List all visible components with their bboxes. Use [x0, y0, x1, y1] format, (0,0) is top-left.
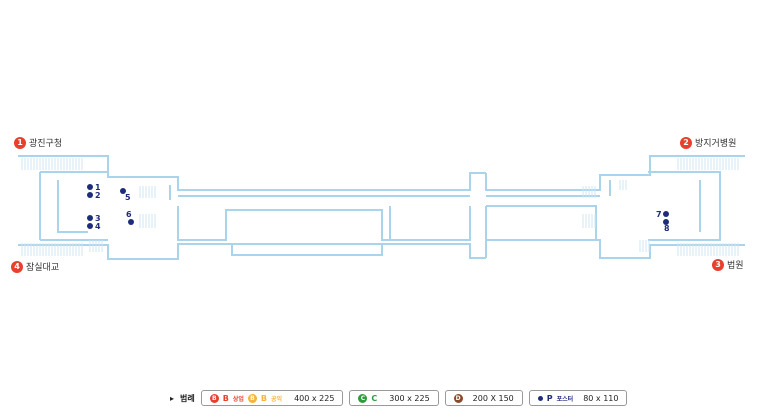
p-dot-icon: [537, 395, 543, 401]
c-size: 300 x 225: [389, 393, 430, 403]
marker-dot: [87, 192, 93, 198]
marker-label: 8: [664, 224, 670, 233]
marker-dot: [663, 211, 669, 217]
marker-label: 1: [95, 183, 101, 192]
marker-dot: [87, 215, 93, 221]
b-yellow-icon: B: [247, 393, 257, 403]
marker-label: 5: [125, 193, 131, 202]
b-size: 400 x 225: [294, 393, 335, 403]
legend-d: D 200 X 150: [444, 390, 523, 406]
exit-1: 1 광진구청: [14, 136, 62, 149]
legend-p: P 포스터 80 x 110: [528, 390, 628, 406]
exit-number-badge: 1: [14, 136, 26, 149]
marker-label: 2: [95, 191, 101, 200]
exit-name: 잠실대교: [26, 263, 60, 273]
b-red-icon: B: [209, 393, 219, 403]
b-public: 공익: [271, 395, 283, 403]
d-brown-icon: D: [453, 393, 463, 403]
exit-4: 4 잠실대교: [11, 260, 59, 273]
marker-dot: [663, 219, 669, 225]
stairs: [21, 158, 739, 256]
exit-number-badge: 3: [712, 258, 724, 271]
p-poster: 포스터: [556, 395, 574, 403]
exit-name: 방지거병원: [695, 139, 737, 149]
marker-dot: [128, 219, 134, 225]
exit-name: 법원: [727, 261, 744, 271]
walls: [18, 155, 745, 260]
p-size: 80 x 110: [583, 393, 619, 403]
marker-dot: [120, 188, 126, 194]
exit-number-badge: 4: [11, 260, 23, 273]
exit-3: 3 법원: [712, 258, 744, 271]
exit-name: 광진구청: [29, 139, 63, 149]
exit-number-badge: 2: [680, 136, 692, 149]
d-size: 200 X 150: [472, 393, 514, 403]
marker-dot: [87, 223, 93, 229]
marker-label: 6: [126, 210, 132, 219]
marker-label: 3: [95, 214, 101, 223]
legend-title: 범례: [180, 393, 195, 403]
c-green-icon: C: [358, 393, 368, 403]
legend-c: C C 300 x 225: [349, 390, 439, 406]
b-commercial: 상업: [232, 395, 244, 403]
exit-2: 2 방지거병원: [680, 136, 736, 149]
c-letter-text: C: [371, 393, 378, 403]
marker-label: 7: [656, 210, 662, 219]
marker-label: 4: [95, 222, 101, 231]
legend-arrow-icon: ▸: [170, 393, 175, 403]
marker-dot: [87, 184, 93, 190]
b-public-letter-text: B: [260, 393, 268, 403]
ad-markers: [87, 184, 669, 229]
legend-b: B B 상업 B B 공익 400 x 225: [200, 390, 344, 406]
legend: ▸ 범례 B B 상업 B B 공익 400 x 225 C C 300 x 2…: [170, 390, 628, 406]
p-letter: P: [546, 393, 553, 403]
b-letter-text: B: [222, 393, 229, 403]
